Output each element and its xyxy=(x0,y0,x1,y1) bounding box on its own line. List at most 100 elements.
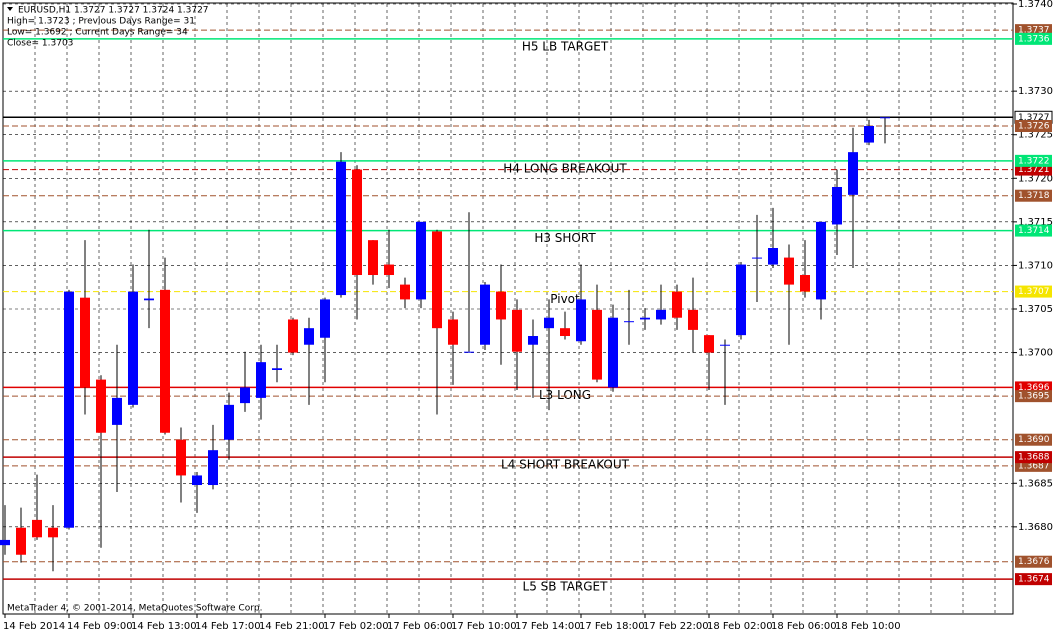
level-name: L4 SHORT BREAKOUT xyxy=(501,458,630,472)
level-tag xyxy=(1015,120,1052,132)
candle-body xyxy=(352,169,362,276)
level-tag-label: 1.3721 xyxy=(1018,165,1050,175)
x-tick-label: 17 Feb 14:00 xyxy=(515,621,581,632)
level-tag xyxy=(1015,224,1052,237)
level-tag xyxy=(1015,555,1052,568)
copyright: MetaTrader 4, © 2001-2014, MetaQuotes So… xyxy=(7,604,263,614)
level-tag-label: 1.3737 xyxy=(1018,26,1050,36)
level-tag xyxy=(1015,451,1052,464)
candle-body xyxy=(464,351,474,353)
candle-body xyxy=(496,291,506,320)
level-name: L5 SB TARGET xyxy=(523,580,609,594)
x-tick-label: 17 Feb 22:00 xyxy=(643,621,709,632)
candle-body xyxy=(704,335,714,353)
level-tag-label: 1.3688 xyxy=(1018,453,1050,463)
candle-body xyxy=(0,539,10,546)
candle-body xyxy=(288,319,298,353)
candle-body xyxy=(304,328,314,345)
level-tag-label: 1.3674 xyxy=(1018,575,1050,585)
candle-body xyxy=(112,397,122,425)
candle-body xyxy=(160,289,170,433)
candle-body xyxy=(528,336,538,345)
plot-frame xyxy=(2,2,1014,615)
header-line: Low= 1.3692 ; Current Days Range= 34 xyxy=(7,28,188,38)
candle-body xyxy=(512,309,522,352)
level-tag-label: 1.3696 xyxy=(1018,383,1050,393)
level-name: H5 LB TARGET xyxy=(522,39,609,53)
y-tick-label: 1.3680 xyxy=(1018,522,1053,533)
level-tag xyxy=(1015,285,1052,298)
candle-body xyxy=(480,284,490,345)
x-tick-label: 17 Feb 02:00 xyxy=(323,621,389,632)
y-tick-label: 1.3700 xyxy=(1018,348,1053,359)
candle-body xyxy=(784,257,794,285)
x-tick-label: 14 Feb 13:00 xyxy=(131,621,197,632)
candle-body xyxy=(80,297,90,388)
level-tag-label: 1.3714 xyxy=(1018,226,1050,236)
level-tag xyxy=(1015,390,1052,403)
level-tag-label: 1.3727 xyxy=(1018,113,1050,123)
candle-body xyxy=(592,309,602,380)
candle-body xyxy=(672,291,682,318)
header-line: EURUSD,H1 1.3727 1.3727 1.3724 1.3727 xyxy=(18,6,209,16)
level-tag xyxy=(1015,433,1052,446)
candle-body xyxy=(768,248,778,265)
level-tag xyxy=(1015,154,1052,167)
candle-body xyxy=(736,264,746,336)
header-arrow xyxy=(7,7,13,11)
candle-body xyxy=(240,387,250,404)
y-tick-label: 1.3685 xyxy=(1018,478,1053,489)
level-name: H4 LONG BREAKOUT xyxy=(503,161,627,175)
level-tag-label: 1.3722 xyxy=(1018,156,1050,166)
x-tick-label: 18 Feb 10:00 xyxy=(835,621,901,632)
y-tick-label: 1.3705 xyxy=(1018,304,1053,315)
level-tag-label: 1.3695 xyxy=(1018,392,1050,402)
candle-body xyxy=(544,317,554,329)
candle-body xyxy=(688,309,698,330)
level-name: Pivot xyxy=(550,292,580,306)
candle-body xyxy=(176,439,186,476)
candle-body xyxy=(816,221,826,300)
level-tag-label: 1.3690 xyxy=(1018,435,1050,445)
candle-body xyxy=(448,319,458,345)
candle-body xyxy=(832,187,842,225)
header-line: High= 1.3723 ; Previous Days Range= 31 xyxy=(7,17,195,27)
candle-body xyxy=(640,317,650,320)
candle-body xyxy=(656,309,666,320)
candle-body xyxy=(560,328,570,337)
level-tag xyxy=(1015,189,1052,202)
candle-body xyxy=(144,298,154,301)
candle-body xyxy=(880,117,890,119)
candle-body xyxy=(32,519,42,538)
x-tick-label: 17 Feb 10:00 xyxy=(451,621,517,632)
candle-body xyxy=(336,161,346,296)
candle-body xyxy=(368,240,378,276)
candle-body xyxy=(64,291,74,528)
level-tag-label: 1.3736 xyxy=(1018,34,1050,44)
y-tick-label: 1.3730 xyxy=(1018,86,1053,97)
candle-body xyxy=(624,321,634,323)
level-tag-label: 1.3726 xyxy=(1018,122,1050,132)
level-tag-label: 1.3676 xyxy=(1018,557,1050,567)
candle-body xyxy=(752,257,762,259)
y-tick-label: 1.3740 xyxy=(1018,0,1053,10)
candle-body xyxy=(384,264,394,276)
x-tick-label: 17 Feb 18:00 xyxy=(579,621,645,632)
x-tick-label: 14 Feb 21:00 xyxy=(259,621,325,632)
candle-body xyxy=(416,221,426,300)
candle-body xyxy=(128,291,138,405)
y-tick-label: 1.3720 xyxy=(1018,173,1053,184)
candle-body xyxy=(320,299,330,338)
candle-body xyxy=(576,299,586,342)
candle-body xyxy=(272,368,282,370)
candle-body xyxy=(16,527,26,555)
level-tag xyxy=(1015,32,1052,45)
header-line: Close= 1.3703 xyxy=(7,39,73,49)
candle-body xyxy=(608,317,618,388)
candle-body xyxy=(96,379,106,433)
candle-body xyxy=(192,475,202,486)
y-tick-label: 1.3710 xyxy=(1018,260,1053,271)
candle-body xyxy=(224,404,234,440)
candle-body xyxy=(208,450,218,486)
